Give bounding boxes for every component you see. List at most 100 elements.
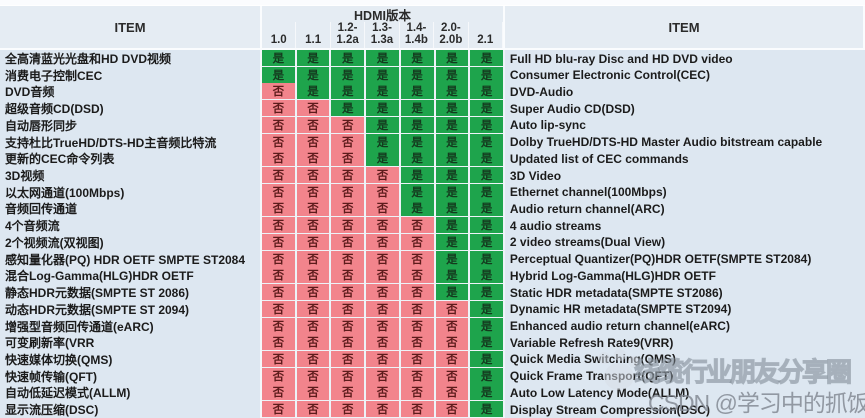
table-body: 全高清蓝光光盘和HD DVD视频是是是是是是是 Full HD blu-ray D… [0,50,865,418]
support-cell-yes: 是 [470,133,505,152]
feature-label-zh: DVD音频 [0,83,262,102]
support-cell-no: 否 [262,350,297,369]
support-cell-no: 否 [262,116,297,135]
support-cell-yes: 是 [435,100,471,119]
support-cell-yes: 是 [262,50,297,68]
table-row: 支持杜比TrueHD/DTS-HD主音频比特流否否否是是是是 Dolby True… [0,133,865,152]
feature-label-zh: 4个音频流 [0,217,262,236]
support-cell-yes: 是 [400,66,436,85]
support-cell-no: 否 [400,217,436,236]
table-row: 快速帧传输(QFT) 否否否否否否是 Quick Frame Transport(Q… [0,367,865,386]
feature-label-en: Quick Frame Transport(QFT) [504,367,865,386]
support-cell-yes: 是 [470,200,505,219]
support-cell-yes: 是 [435,233,471,252]
support-cell-yes: 是 [435,83,471,102]
support-cell-yes: 是 [400,183,436,202]
feature-label-en: Audio return channel(ARC) [504,200,865,219]
version-column-2-0: 2.0- 2.0b [434,22,469,49]
support-cell-no: 否 [331,183,367,202]
support-cell-yes: 是 [366,116,401,135]
feature-label-en: 2 video streams(Dual View) [504,233,865,252]
support-cell-no: 否 [262,267,297,286]
feature-label-en: Updated list of CEC commands [504,150,865,169]
support-cell-no: 否 [366,200,401,219]
support-cell-no: 否 [262,367,297,386]
version-columns: 1.0 1.1 1.2- 1.2a 1.3- 1.3a 1.4- 1.4b 2.… [262,22,503,49]
version-column-1-4: 1.4- 1.4b [400,22,435,49]
feature-label-en: Dynamic HR metadata(SMPTE ST2094) [504,300,865,319]
support-cell-yes: 是 [366,150,401,169]
feature-label-zh: 自动唇形同步 [0,116,262,135]
support-cell-no: 否 [435,384,471,403]
item-header-left: ITEM [0,6,262,51]
support-cell-no: 否 [296,133,332,152]
support-cell-no: 否 [262,384,297,403]
support-cell-yes: 是 [470,334,505,353]
feature-label-en: Dolby TrueHD/DTS-HD Master Audio bitstre… [504,133,865,152]
support-cell-no: 否 [296,167,332,186]
support-cell-no: 否 [262,334,297,353]
support-cell-no: 否 [435,350,471,369]
support-cell-no: 否 [331,116,367,135]
support-cell-no: 否 [331,367,367,386]
support-cell-no: 否 [296,267,332,286]
feature-label-en: Ethernet channel(100Mbps) [504,183,865,202]
support-cell-no: 否 [331,284,367,303]
support-cell-no: 否 [400,334,436,353]
table-row: 3D视频否否否否是是是 3D Video [0,167,865,186]
support-cell-no: 否 [400,384,436,403]
feature-label-en: Static HDR metadata(SMPTE ST2086) [504,284,865,303]
support-cell-yes: 是 [400,133,436,152]
feature-label-zh: 可变刷新率(VRR [0,334,262,353]
support-cell-yes: 是 [470,317,505,336]
support-cell-no: 否 [366,334,401,353]
support-cell-no: 否 [366,367,401,386]
support-cell-no: 否 [331,133,367,152]
support-cell-yes: 是 [400,116,436,135]
support-cell-yes: 是 [470,384,505,403]
support-cell-no: 否 [366,350,401,369]
support-cell-no: 否 [400,317,436,336]
support-cell-no: 否 [400,233,436,252]
feature-label-zh: 感知量化器(PQ) HDR OETF SMPTE ST2084 [0,250,262,269]
support-cell-no: 否 [296,250,332,269]
feature-label-zh: 消费电子控制CEC [0,66,262,85]
support-cell-no: 否 [366,167,401,186]
support-cell-no: 否 [296,183,332,202]
support-cell-no: 否 [331,267,367,286]
support-cell-no: 否 [296,350,332,369]
support-cell-no: 否 [331,250,367,269]
support-cell-no: 否 [366,401,401,418]
feature-label-zh: 快速媒体切换(QMS) [0,350,262,369]
support-cell-yes: 是 [435,150,471,169]
support-cell-yes: 是 [470,66,505,85]
support-cell-no: 否 [296,334,332,353]
support-cell-yes: 是 [435,200,471,219]
support-cell-yes: 是 [470,100,505,119]
support-cell-no: 否 [400,300,436,319]
feature-label-zh: 显示流压缩(DSC) [0,401,262,418]
support-cell-no: 否 [400,350,436,369]
support-cell-yes: 是 [470,284,505,303]
feature-label-zh: 更新的CEC命令列表 [0,150,262,169]
feature-label-en: Display Stream Compression(DSC) [504,401,865,418]
table-row: 全高清蓝光光盘和HD DVD视频是是是是是是是 Full HD blu-ray D… [0,50,865,68]
support-cell-no: 否 [262,150,297,169]
hdmi-version-group-title: HDMI版本 [354,8,411,23]
support-cell-no: 否 [331,233,367,252]
support-cell-yes: 是 [435,250,471,269]
support-cell-no: 否 [331,384,367,403]
feature-label-en: Auto Low Latency Mode(ALLM) [504,384,865,403]
support-cell-no: 否 [262,100,297,119]
support-cell-no: 否 [435,401,471,418]
feature-label-zh: 动态HDR元数据(SMPTE ST 2094) [0,300,262,319]
support-cell-yes: 是 [470,367,505,386]
feature-label-en: Perceptual Quantizer(PQ)HDR OETF(SMPTE S… [504,250,865,269]
table-row: 以太网通道(100Mbps) 否否否否是是是 Ethernet channel(10… [0,183,865,202]
support-cell-no: 否 [296,284,332,303]
support-cell-yes: 是 [400,83,436,102]
feature-label-zh: 超级音频CD(DSD) [0,100,262,119]
support-cell-no: 否 [296,233,332,252]
support-cell-no: 否 [366,284,401,303]
